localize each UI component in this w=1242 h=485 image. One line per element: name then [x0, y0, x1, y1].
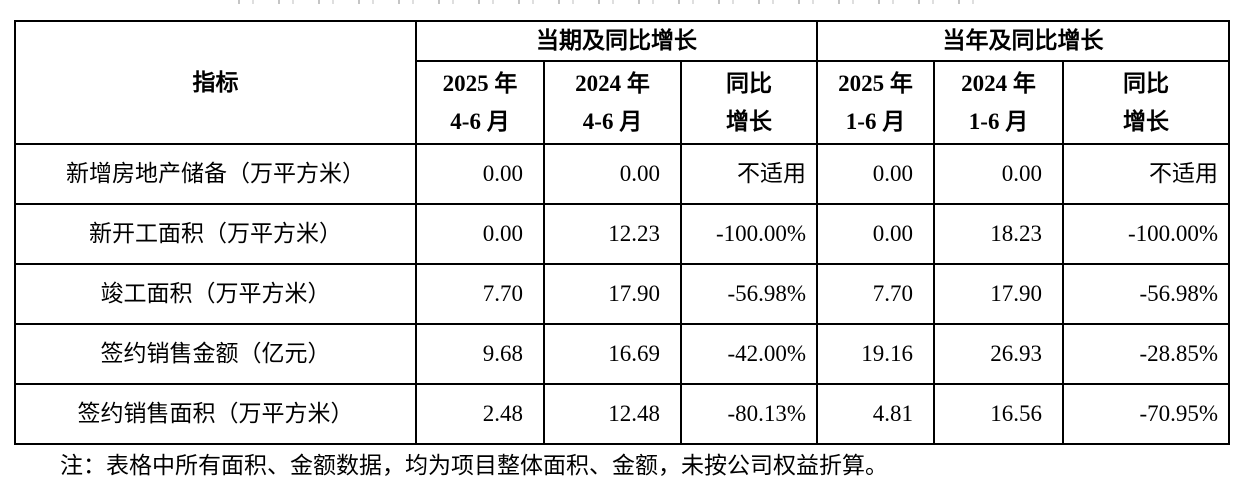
cell-value: 0.00	[415, 143, 545, 205]
indicator-column-header: 指标	[14, 20, 417, 145]
cell-value: 不适用	[1062, 143, 1231, 205]
row-indicator-label: 竣工面积（万平方米）	[14, 263, 417, 325]
header-sub-row: 2025 年 4-6 月 2024 年 4-6 月 同比 增长 2025 年 1…	[15, 60, 1231, 145]
col-header-line2: 4-6 月	[450, 108, 510, 134]
col-header-line1: 2024 年	[575, 70, 650, 96]
group-header-current-year: 当年及同比增长	[816, 20, 1231, 62]
table-row: 竣工面积（万平方米） 7.70 17.90 -56.98% 7.70 17.90…	[14, 263, 1231, 325]
cell-value: 0.00	[816, 143, 936, 205]
table-row: 签约销售面积（万平方米） 2.48 12.48 -80.13% 4.81 16.…	[14, 383, 1231, 445]
cell-value: 18.23	[933, 203, 1065, 265]
cell-value: 16.56	[933, 383, 1065, 445]
cell-value: 17.90	[933, 263, 1065, 325]
col-header-line2: 1-6 月	[845, 108, 906, 134]
cell-value: -28.85%	[1062, 323, 1231, 385]
cropped-text-fragment	[238, 0, 980, 4]
col-header-yoy-year: 同比 增长	[1062, 60, 1231, 145]
col-header-yoy-period: 同比 增长	[679, 60, 819, 145]
table-row: 新增房地产储备（万平方米） 0.00 0.00 不适用 0.00 0.00 不适…	[14, 143, 1231, 205]
table-row: 新开工面积（万平方米） 0.00 12.23 -100.00% 0.00 18.…	[14, 203, 1231, 265]
cell-value: 0.00	[415, 203, 545, 265]
cell-value: 2.48	[415, 383, 545, 445]
row-indicator-label: 签约销售金额（亿元）	[14, 323, 417, 385]
cell-value: 16.69	[543, 323, 682, 385]
col-header-line1: 同比	[1123, 70, 1170, 96]
col-header-2024-h1: 2024 年 1-6 月	[933, 60, 1065, 145]
row-indicator-label: 新开工面积（万平方米）	[14, 203, 417, 265]
cell-value: 19.16	[816, 323, 936, 385]
cell-value: 4.81	[816, 383, 936, 445]
cell-value: -70.95%	[1062, 383, 1231, 445]
cell-value: -56.98%	[1062, 263, 1231, 325]
cell-value: 7.70	[415, 263, 545, 325]
cell-value: -42.00%	[679, 323, 819, 385]
col-header-line2: 1-6 月	[968, 108, 1029, 134]
cell-value: 0.00	[933, 143, 1065, 205]
col-header-2025-h1: 2025 年 1-6 月	[816, 60, 936, 145]
cell-value: 不适用	[679, 143, 819, 205]
indicators-table: 指标 当期及同比增长 当年及同比增长 2025 年 4-6 月 2024 年 4…	[14, 20, 1231, 445]
col-header-line2: 增长	[1123, 108, 1170, 134]
cell-value: -100.00%	[1062, 203, 1231, 265]
col-header-line2: 4-6 月	[582, 108, 643, 134]
cell-value: 0.00	[816, 203, 936, 265]
header-group-row: 指标 当期及同比增长 当年及同比增长	[14, 20, 1231, 145]
col-header-line1: 同比	[726, 70, 772, 96]
col-header-line1: 2025 年	[442, 70, 518, 96]
cell-value: 12.48	[543, 383, 682, 445]
cell-value: 26.93	[933, 323, 1065, 385]
cell-value: 7.70	[816, 263, 936, 325]
cell-value: 9.68	[415, 323, 545, 385]
table-row: 签约销售金额（亿元） 9.68 16.69 -42.00% 19.16 26.9…	[14, 323, 1231, 385]
col-header-2025-q2: 2025 年 4-6 月	[415, 60, 545, 145]
col-header-line1: 2024 年	[961, 70, 1036, 96]
cell-value: 12.23	[543, 203, 682, 265]
cell-value: 17.90	[543, 263, 682, 325]
row-indicator-label: 签约销售面积（万平方米）	[14, 383, 417, 445]
cell-value: -100.00%	[679, 203, 819, 265]
row-indicator-label: 新增房地产储备（万平方米）	[14, 143, 417, 205]
group-header-current-period: 当期及同比增长	[414, 20, 819, 62]
col-header-line1: 2025 年	[838, 70, 913, 96]
cell-value: 0.00	[543, 143, 682, 205]
col-header-line2: 增长	[726, 108, 772, 134]
footnote: 注：表格中所有面积、金额数据，均为项目整体面积、金额，未按公司权益折算。	[60, 453, 888, 478]
cell-value: -56.98%	[679, 263, 819, 325]
col-header-2024-q2: 2024 年 4-6 月	[543, 60, 682, 145]
cell-value: -80.13%	[679, 383, 819, 445]
